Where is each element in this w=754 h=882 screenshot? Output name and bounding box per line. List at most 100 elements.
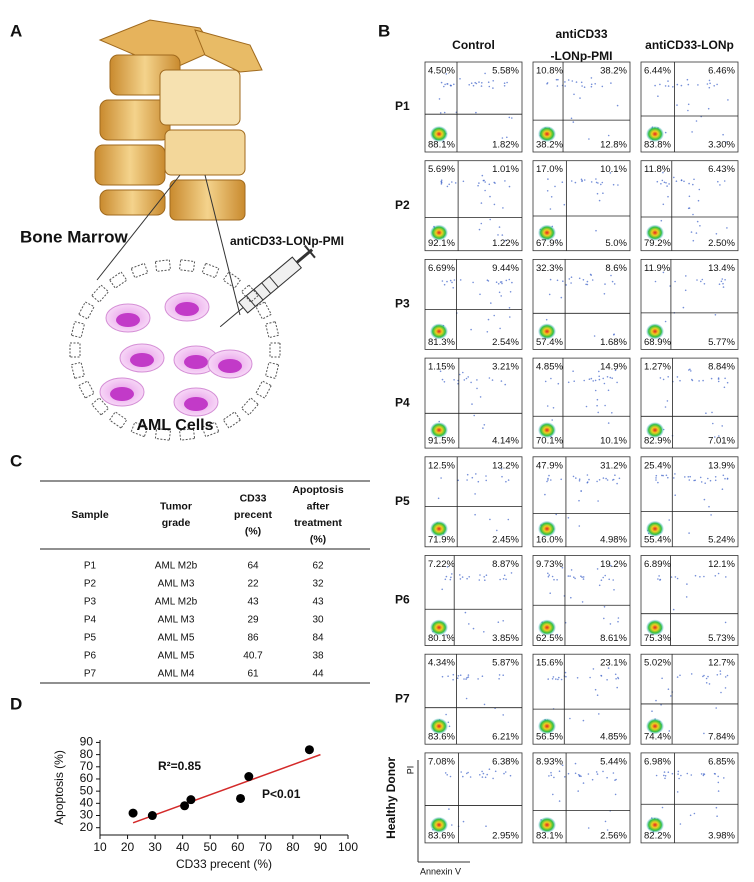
event-dot xyxy=(689,475,691,478)
event-dot xyxy=(663,181,666,184)
quadrant-percent: 75.3% xyxy=(644,633,671,644)
event-dot xyxy=(724,676,727,678)
event-dot xyxy=(548,293,551,296)
event-dot xyxy=(656,180,659,183)
event-dot xyxy=(573,380,575,383)
event-dot xyxy=(724,687,727,689)
event-dot xyxy=(580,490,582,492)
event-dot xyxy=(475,473,477,475)
event-dot xyxy=(547,678,549,680)
event-dot xyxy=(480,202,483,204)
event-dot xyxy=(582,279,585,281)
event-dot xyxy=(595,229,597,232)
table-cell: P2 xyxy=(84,579,97,590)
event-dot xyxy=(441,588,444,591)
event-density xyxy=(538,619,556,636)
event-density xyxy=(430,816,448,833)
flow-y-label: PI xyxy=(405,766,415,775)
event-dot xyxy=(478,81,480,83)
event-dot xyxy=(461,576,464,578)
table-cell: AML M2b xyxy=(155,597,198,608)
event-dot xyxy=(492,777,494,780)
event-dot xyxy=(483,576,486,578)
event-dot xyxy=(690,231,693,233)
event-dot xyxy=(556,239,558,241)
event-dot xyxy=(664,131,667,134)
event-dot xyxy=(470,328,472,331)
y-tick-label: 80 xyxy=(80,747,94,761)
x-tick-label: 70 xyxy=(259,840,273,854)
event-dot xyxy=(592,668,595,670)
drug-label: antiCD33-LONp-PMI xyxy=(230,234,344,248)
event-dot xyxy=(719,673,722,675)
quadrant-percent: 10.1% xyxy=(600,164,627,175)
quadrant-percent: 4.50% xyxy=(428,66,455,77)
event-dot xyxy=(603,382,606,385)
event-dot xyxy=(710,377,713,380)
event-dot xyxy=(678,777,680,780)
event-dot xyxy=(544,380,547,383)
event-dot xyxy=(560,678,563,681)
event-dot xyxy=(568,278,571,280)
event-dot xyxy=(569,717,571,720)
event-dot xyxy=(565,284,567,286)
event-dot xyxy=(691,379,694,382)
event-dot xyxy=(582,719,585,722)
x-tick-label: 40 xyxy=(176,840,190,854)
row-label: P4 xyxy=(395,395,410,409)
event-dot xyxy=(704,482,706,485)
event-dot xyxy=(590,377,593,380)
event-dot xyxy=(722,286,725,288)
quadrant-percent: 11.8% xyxy=(644,164,671,175)
event-dot xyxy=(673,477,675,479)
event-dot xyxy=(703,498,706,501)
event-dot xyxy=(549,208,552,210)
event-dot xyxy=(549,278,552,281)
event-dot xyxy=(567,79,570,81)
event-dot xyxy=(702,675,704,678)
event-dot xyxy=(446,280,448,283)
event-dot xyxy=(451,281,453,284)
quadrant-percent: 83.6% xyxy=(428,830,455,841)
event-dot xyxy=(487,81,490,83)
quadrant-percent: 15.6% xyxy=(536,658,563,669)
event-dot xyxy=(481,82,483,84)
event-dot xyxy=(713,85,715,87)
quadrant-percent: 3.21% xyxy=(492,362,519,373)
quadrant-percent: 4.85% xyxy=(536,362,563,373)
event-dot xyxy=(547,479,549,481)
event-dot xyxy=(612,772,615,774)
event-dot xyxy=(496,529,498,532)
event-dot xyxy=(440,179,443,181)
event-dot xyxy=(471,476,474,479)
event-dot xyxy=(721,425,723,427)
event-dot xyxy=(609,376,612,379)
event-dot xyxy=(547,477,549,480)
event-dot xyxy=(482,179,485,182)
event-dot xyxy=(688,195,691,198)
event-dot xyxy=(611,280,614,283)
event-dot xyxy=(612,579,614,581)
table-header: Sample xyxy=(71,509,109,521)
event-dot xyxy=(691,131,693,133)
event-dot xyxy=(708,79,711,82)
quadrant-percent: 2.95% xyxy=(492,830,519,841)
event-dot xyxy=(595,181,598,184)
event-dot xyxy=(546,83,548,85)
event-dot xyxy=(482,772,485,775)
event-dot xyxy=(705,412,707,415)
event-dot xyxy=(723,180,726,182)
event-dot xyxy=(717,180,719,183)
quadrant-percent: 6.44% xyxy=(644,66,671,77)
event-dot xyxy=(725,141,727,143)
event-dot xyxy=(726,381,729,384)
event-dot xyxy=(564,776,566,778)
y-tick-label: 50 xyxy=(80,783,94,797)
event-dot xyxy=(570,596,572,599)
event-dot xyxy=(709,82,711,85)
event-dot xyxy=(574,181,577,184)
event-dot xyxy=(591,279,594,281)
event-dot xyxy=(699,576,701,578)
event-dot xyxy=(659,83,661,86)
event-dot xyxy=(693,178,695,181)
